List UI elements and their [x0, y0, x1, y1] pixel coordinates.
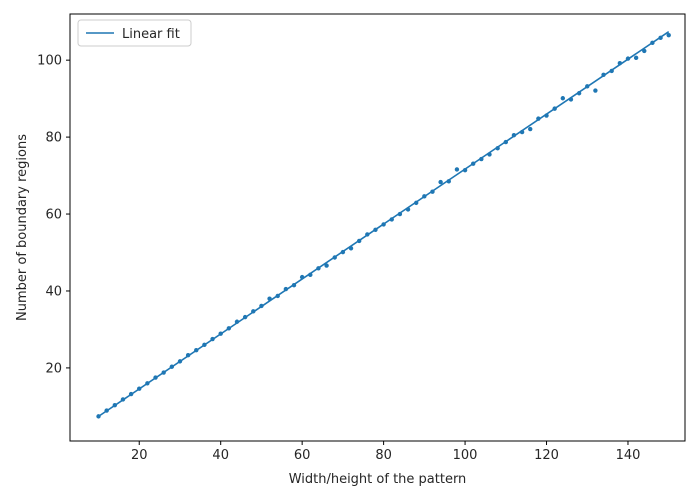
- data-point: [413, 200, 419, 206]
- data-point: [145, 381, 150, 386]
- data-point: [324, 263, 329, 268]
- data-point: [430, 189, 435, 194]
- legend: Linear fit: [77, 19, 192, 47]
- data-point: [503, 139, 508, 145]
- data-point: [609, 68, 614, 74]
- y-tick-label: 60: [45, 208, 62, 223]
- chart-marks: [96, 31, 671, 419]
- axes: 20 40 60 80 100 120 140 20 40 60 80 100: [37, 13, 686, 463]
- data-point: [381, 222, 386, 227]
- x-tick-label: 60: [294, 448, 311, 463]
- data-point: [104, 408, 109, 413]
- data-point: [511, 132, 517, 138]
- data-point: [373, 227, 378, 233]
- data-point: [471, 161, 476, 166]
- data-point: [593, 88, 598, 93]
- data-point: [658, 35, 663, 41]
- data-point: [242, 314, 248, 320]
- data-point: [251, 309, 256, 314]
- data-point: [601, 72, 606, 77]
- data-point: [642, 48, 647, 54]
- data-point: [528, 126, 533, 132]
- data-point: [487, 152, 492, 157]
- data-point: [202, 342, 207, 348]
- data-point: [112, 403, 118, 408]
- x-tick-label: 80: [375, 448, 392, 463]
- data-point: [422, 194, 427, 199]
- x-tick-label: 40: [212, 448, 229, 463]
- data-point: [438, 179, 443, 185]
- data-point: [308, 272, 313, 278]
- data-point: [96, 414, 101, 419]
- data-point: [316, 266, 321, 271]
- data-point: [356, 238, 362, 244]
- data-point: [568, 97, 574, 102]
- data-point: [128, 391, 134, 397]
- data-point: [340, 249, 346, 255]
- data-point: [275, 293, 280, 299]
- data-point: [291, 283, 297, 288]
- data-point: [446, 179, 451, 184]
- data-point: [389, 217, 394, 222]
- data-point: [633, 55, 639, 61]
- data-point: [397, 211, 403, 217]
- legend-box: [77, 19, 192, 47]
- y-tick-label: 40: [45, 284, 62, 299]
- data-point: [153, 375, 158, 380]
- data-point: [479, 156, 484, 162]
- data-point: [259, 303, 264, 309]
- x-tick-label: 140: [616, 448, 641, 463]
- data-point: [120, 397, 126, 402]
- x-tick-label: 100: [453, 448, 478, 463]
- data-point: [267, 296, 272, 301]
- y-tick-label: 100: [37, 54, 62, 69]
- data-point: [576, 91, 582, 96]
- data-point: [234, 319, 240, 324]
- data-point: [585, 84, 590, 89]
- data-point: [283, 286, 289, 292]
- data-point: [299, 274, 305, 280]
- y-tick-label: 20: [45, 361, 62, 376]
- data-point: [544, 113, 549, 118]
- x-tick-label: 120: [534, 448, 559, 463]
- data-point: [666, 32, 671, 38]
- data-point: [137, 386, 142, 391]
- x-axis-label: Width/height of the pattern: [289, 472, 467, 487]
- data-point: [536, 116, 541, 121]
- data-point: [625, 56, 631, 61]
- data-point: [177, 359, 183, 364]
- data-point: [552, 106, 557, 111]
- data-point: [560, 96, 566, 101]
- data-point: [365, 232, 370, 237]
- data-point: [218, 331, 223, 336]
- data-point: [617, 61, 623, 66]
- y-tick-label: 80: [45, 131, 62, 146]
- x-tick-label: 20: [131, 448, 148, 463]
- data-point: [348, 246, 354, 251]
- data-point: [454, 167, 460, 172]
- data-point: [519, 129, 525, 135]
- data-point: [210, 336, 215, 342]
- data-point: [405, 207, 411, 212]
- legend-label-linear-fit: Linear fit: [122, 27, 180, 42]
- axes-frame: [69, 13, 686, 442]
- data-point: [495, 146, 500, 151]
- data-point: [169, 364, 175, 369]
- data-point: [185, 353, 191, 358]
- data-point: [462, 167, 468, 173]
- data-point: [650, 40, 655, 46]
- data-point: [226, 326, 232, 331]
- y-axis-label: Number of boundary regions: [15, 134, 30, 321]
- data-point: [161, 370, 166, 375]
- data-point: [332, 255, 337, 260]
- data-point: [194, 348, 199, 353]
